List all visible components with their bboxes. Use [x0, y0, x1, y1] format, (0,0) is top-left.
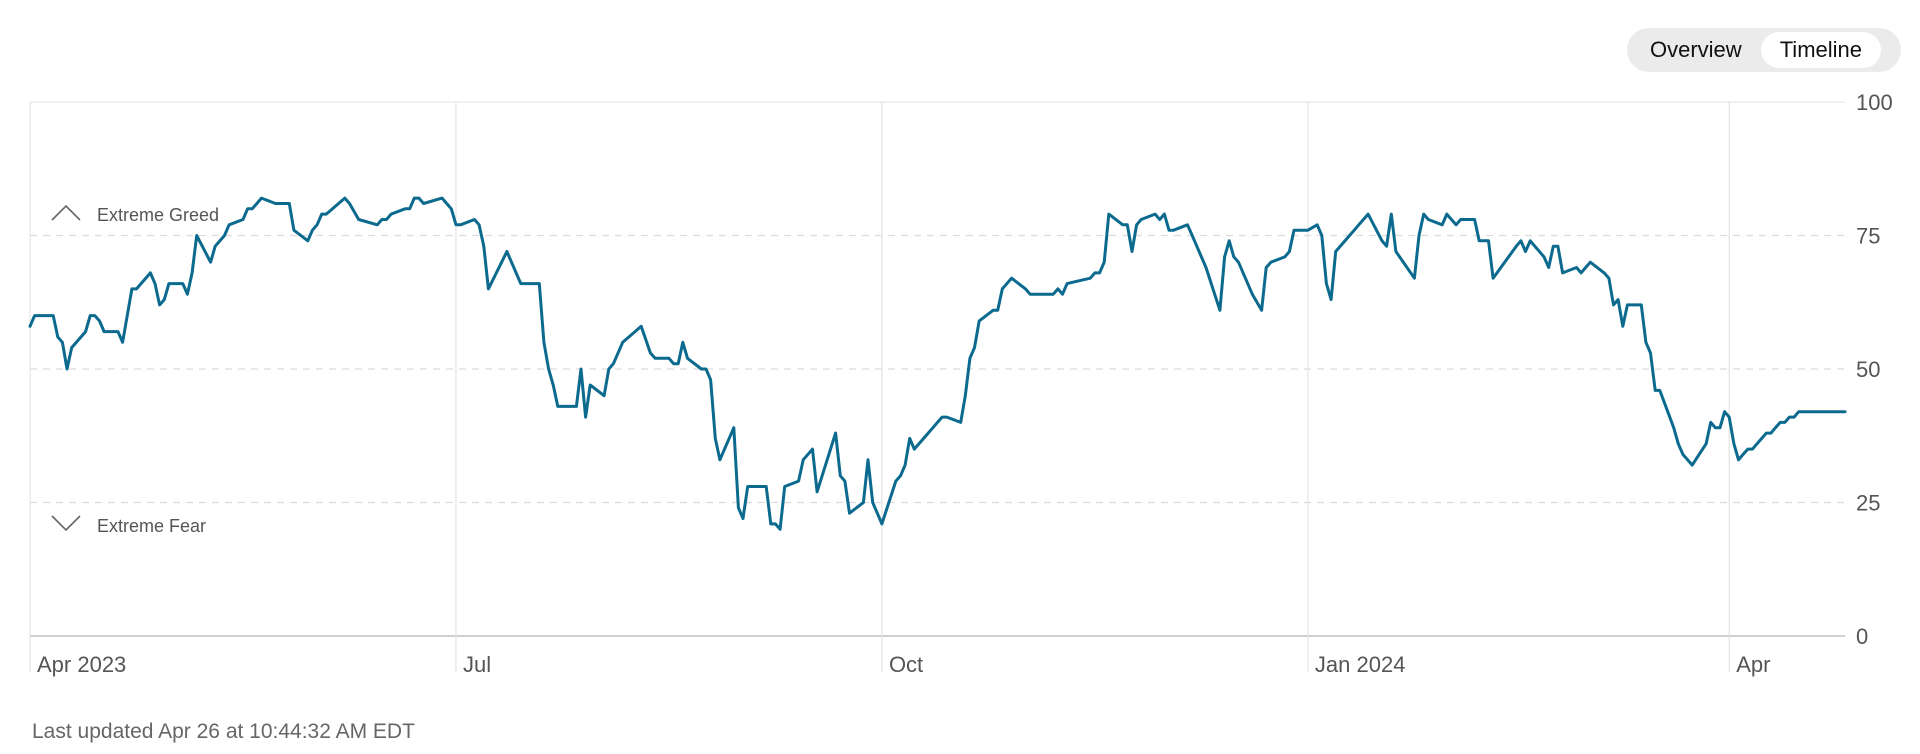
zone-annotations: Extreme Greed Extreme Fear: [51, 204, 219, 536]
last-updated-text: Last updated Apr 26 at 10:44:32 AM EDT: [32, 720, 415, 743]
x-axis-ticks: Apr 2023 Jul Oct Jan 2024 Apr: [29, 636, 1770, 677]
y-tick-label: 100: [1856, 90, 1893, 115]
overview-button[interactable]: Overview: [1631, 32, 1761, 68]
x-tick-label: Jan 2024: [1315, 652, 1406, 677]
x-tick-label: Apr: [1736, 652, 1770, 677]
y-axis-ticks: 0 25 50 75 100: [1856, 90, 1893, 649]
x-tick-label: Jul: [463, 652, 491, 677]
extreme-greed-label: Extreme Greed: [97, 205, 219, 225]
chevron-up-icon: [51, 204, 81, 221]
grid: [29, 101, 1845, 637]
y-tick-label: 0: [1856, 624, 1868, 649]
x-tick-label: Oct: [889, 652, 923, 677]
y-tick-label: 25: [1856, 491, 1880, 516]
chevron-down-icon: [51, 515, 81, 532]
y-tick-label: 50: [1856, 357, 1880, 382]
y-tick-label: 75: [1856, 224, 1880, 249]
timeline-button[interactable]: Timeline: [1760, 32, 1882, 68]
extreme-fear-label: Extreme Fear: [97, 516, 206, 536]
x-tick-label: Apr 2023: [37, 652, 126, 677]
index-series-line: [28, 196, 1847, 531]
view-toggle: Overview Timeline: [1627, 28, 1901, 72]
